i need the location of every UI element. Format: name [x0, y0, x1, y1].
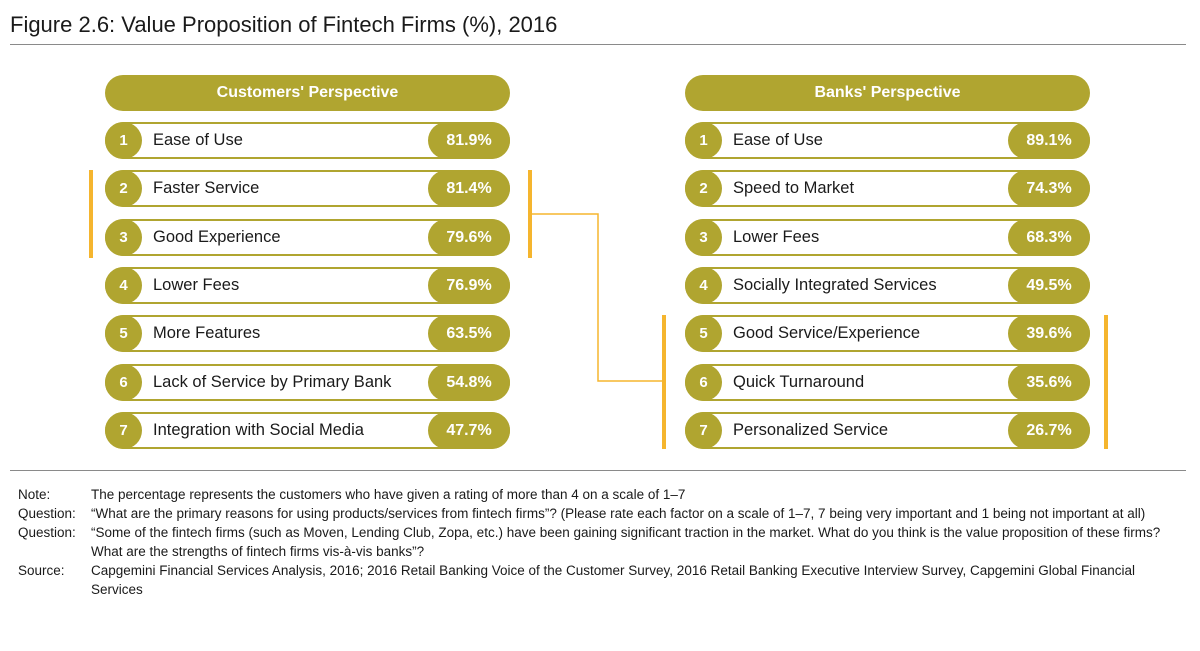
rank-badge: 6	[105, 364, 142, 401]
rank-badge: 2	[685, 170, 722, 207]
factor-label: Quick Turnaround	[733, 373, 865, 391]
rank-badge: 7	[685, 412, 722, 449]
rank-badge: 2	[105, 170, 142, 207]
value-label: 68.3%	[1008, 219, 1090, 256]
connector-line	[532, 213, 664, 382]
rank-badge: 3	[105, 219, 142, 256]
rank-badge: 1	[685, 122, 722, 159]
customers-rank-row: 1 Ease of Use 81.9%	[105, 122, 510, 159]
customers-rank-row: 4 Lower Fees 76.9%	[105, 267, 510, 304]
value-label: 74.3%	[1008, 170, 1090, 207]
customers-rank-row: 5 More Features 63.5%	[105, 315, 510, 352]
customers-rank-row: 6 Lack of Service by Primary Bank 54.8%	[105, 364, 510, 401]
rank-badge: 7	[105, 412, 142, 449]
rank-badge: 3	[685, 219, 722, 256]
banks-rank-row: 2 Speed to Market 74.3%	[685, 170, 1090, 207]
value-label: 89.1%	[1008, 122, 1090, 159]
factor-label: Lower Fees	[153, 276, 240, 294]
notes-section: Note: The percentage represents the custo…	[18, 485, 1188, 599]
note-text: “Some of the fintech firms (such as Move…	[91, 525, 1161, 559]
banks-rank-row: 1 Ease of Use 89.1%	[685, 122, 1090, 159]
value-label: 35.6%	[1008, 364, 1090, 401]
note-key: Note:	[18, 487, 51, 502]
rank-badge: 5	[685, 315, 722, 352]
factor-label: Ease of Use	[733, 131, 823, 149]
value-label: 54.8%	[428, 364, 510, 401]
note-text: The percentage represents the customers …	[91, 487, 686, 502]
value-label: 81.4%	[428, 170, 510, 207]
banks-rank-row: 4 Socially Integrated Services 49.5%	[685, 267, 1090, 304]
note-row: Note: The percentage represents the custo…	[18, 485, 1188, 504]
value-label: 79.6%	[428, 219, 510, 256]
note-key: Question:	[18, 506, 76, 521]
note-key: Source:	[18, 563, 65, 578]
value-label: 26.7%	[1008, 412, 1090, 449]
note-text: Capgemini Financial Services Analysis, 2…	[91, 563, 1136, 597]
banks-rank-row: 6 Quick Turnaround 35.6%	[685, 364, 1090, 401]
customers-rank-row: 7 Integration with Social Media 47.7%	[105, 412, 510, 449]
factor-label: Lower Fees	[733, 228, 820, 246]
note-row: Question: “What are the primary reasons f…	[18, 504, 1188, 523]
banks-rank-row: 5 Good Service/Experience 39.6%	[685, 315, 1090, 352]
customers-rank-row: 3 Good Experience 79.6%	[105, 219, 510, 256]
factor-label: Speed to Market	[733, 179, 855, 197]
rank-badge: 4	[685, 267, 722, 304]
value-label: 81.9%	[428, 122, 510, 159]
rank-badge: 5	[105, 315, 142, 352]
rank-badge: 4	[105, 267, 142, 304]
note-row: Source: Capgemini Financial Services Anal…	[18, 561, 1188, 599]
value-label: 49.5%	[1008, 267, 1090, 304]
rank-badge: 1	[105, 122, 142, 159]
banks-rank-row: 7 Personalized Service 26.7%	[685, 412, 1090, 449]
factor-label: Good Service/Experience	[733, 324, 921, 342]
title-divider	[10, 44, 1186, 45]
factor-label: Lack of Service by Primary Bank	[153, 373, 392, 391]
note-text: “What are the primary reasons for using …	[91, 506, 1146, 521]
factor-label: Integration with Social Media	[153, 421, 364, 439]
customers-perspective-header: Customers' Perspective	[105, 75, 510, 111]
factor-label: More Features	[153, 324, 261, 342]
value-label: 63.5%	[428, 315, 510, 352]
factor-label: Personalized Service	[733, 421, 888, 439]
value-label: 39.6%	[1008, 315, 1090, 352]
value-label: 47.7%	[428, 412, 510, 449]
factor-label: Ease of Use	[153, 131, 243, 149]
notes-divider	[10, 470, 1186, 471]
note-row: Question: “Some of the fintech firms (suc…	[18, 523, 1188, 561]
factor-label: Faster Service	[153, 179, 260, 197]
rank-badge: 6	[685, 364, 722, 401]
factor-label: Socially Integrated Services	[733, 276, 937, 294]
factor-label: Good Experience	[153, 228, 281, 246]
banks-perspective-header: Banks' Perspective	[685, 75, 1090, 111]
banks-rank-row: 3 Lower Fees 68.3%	[685, 219, 1090, 256]
customers-rank-row: 2 Faster Service 81.4%	[105, 170, 510, 207]
value-label: 76.9%	[428, 267, 510, 304]
figure-title: Figure 2.6: Value Proposition of Fintech…	[10, 12, 558, 37]
note-key: Question:	[18, 525, 76, 540]
